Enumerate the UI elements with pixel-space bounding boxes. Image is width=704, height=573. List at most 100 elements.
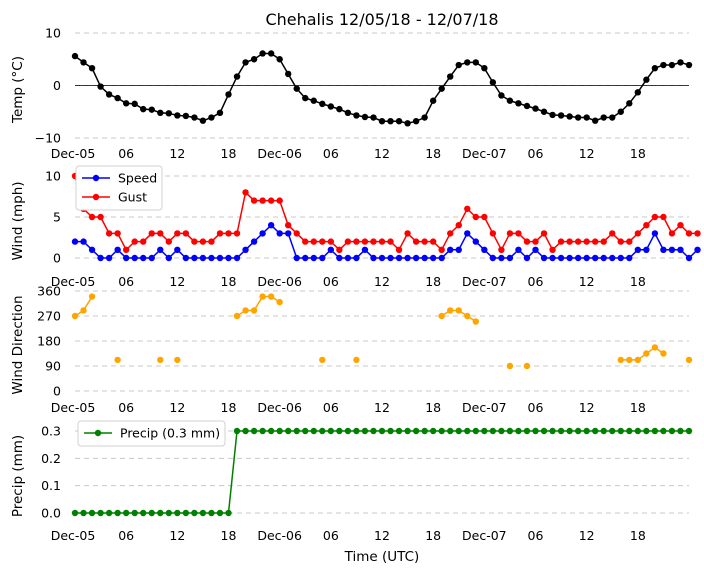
data-point	[208, 254, 215, 262]
x-tick-label: Dec-05	[51, 146, 96, 161]
data-point	[327, 246, 335, 253]
data-point	[71, 509, 79, 517]
data-point	[71, 238, 79, 245]
data-point	[643, 76, 650, 83]
data-point	[361, 246, 369, 253]
data-point	[557, 254, 565, 262]
data-point	[481, 246, 488, 253]
series-line	[236, 295, 281, 317]
data-point	[455, 246, 462, 253]
data-point	[148, 254, 155, 262]
data-point	[600, 254, 607, 262]
data-point	[668, 427, 676, 435]
data-point	[660, 350, 667, 357]
data-point	[489, 79, 497, 86]
series-precip-0-3-mm-	[71, 427, 693, 517]
x-tick-label: 12	[374, 146, 390, 161]
x-tick-label: 12	[579, 274, 595, 289]
x-tick-label: 18	[221, 400, 237, 415]
data-point	[336, 105, 343, 113]
legend-label: Speed	[118, 171, 157, 186]
data-point	[284, 427, 292, 435]
data-point	[319, 427, 326, 435]
data-point	[404, 427, 411, 435]
data-point	[174, 509, 181, 517]
data-point	[114, 509, 121, 517]
data-point	[157, 509, 164, 517]
data-point	[361, 427, 369, 435]
x-tick-label: 18	[425, 400, 441, 415]
data-point	[455, 307, 462, 314]
panel-3	[71, 290, 693, 392]
data-point	[165, 509, 173, 517]
series-gust	[71, 172, 701, 253]
y-axis-label: Temp (°C)	[10, 56, 26, 124]
x-tick-label: 18	[425, 146, 441, 161]
data-point	[617, 427, 624, 435]
data-point	[199, 254, 207, 262]
data-point	[540, 230, 548, 237]
data-point	[574, 114, 582, 121]
data-point	[71, 52, 79, 60]
data-point	[114, 246, 121, 253]
x-tick-label: 06	[118, 274, 134, 289]
data-point	[182, 509, 190, 517]
data-point	[327, 238, 335, 245]
data-point	[233, 312, 241, 320]
x-tick-label: 12	[169, 146, 185, 161]
x-tick-label: 06	[323, 528, 339, 543]
data-point	[310, 238, 317, 245]
data-point	[447, 307, 454, 314]
data-point	[643, 350, 650, 357]
data-point	[284, 222, 292, 229]
legend-marker	[92, 193, 100, 201]
data-point	[643, 427, 650, 435]
data-point	[677, 427, 684, 435]
data-point	[498, 246, 505, 253]
series-speed	[71, 222, 701, 262]
data-point	[447, 427, 454, 435]
data-point	[225, 509, 232, 517]
data-point	[447, 73, 454, 80]
x-tick-label: 06	[118, 528, 134, 543]
data-point	[105, 91, 113, 98]
data-point	[498, 92, 505, 99]
chart-title: Chehalis 12/05/18 - 12/07/18	[265, 10, 498, 29]
y-axis-label: Wind (mph)	[10, 181, 26, 260]
data-point	[447, 230, 454, 237]
x-tick-label: Dec-05	[51, 274, 96, 289]
data-point	[404, 254, 411, 262]
data-point	[165, 110, 173, 117]
data-point	[233, 73, 241, 80]
data-point	[506, 230, 514, 237]
data-point	[225, 91, 232, 98]
legend	[75, 165, 163, 211]
data-point	[694, 230, 701, 237]
data-point	[276, 230, 283, 237]
data-point	[293, 230, 300, 237]
data-point	[310, 254, 317, 262]
data-point	[199, 509, 207, 517]
data-point	[199, 238, 207, 245]
data-point	[549, 254, 556, 262]
data-point	[182, 112, 190, 120]
data-point	[378, 238, 386, 245]
data-point	[438, 246, 445, 253]
data-point	[216, 509, 224, 517]
legend-marker	[92, 174, 100, 182]
data-point	[412, 118, 420, 125]
data-point	[677, 222, 684, 229]
data-point	[267, 222, 275, 229]
data-point	[259, 427, 266, 435]
x-tick-label: Dec-07	[462, 400, 507, 415]
data-point	[540, 254, 548, 262]
data-point	[71, 312, 79, 320]
y-tick-label: −10	[35, 131, 61, 146]
x-tick-label: 12	[579, 528, 595, 543]
x-tick-label: 18	[630, 146, 646, 161]
data-point	[191, 509, 198, 517]
data-point	[651, 213, 659, 221]
data-point	[583, 254, 590, 262]
data-point	[114, 356, 121, 364]
